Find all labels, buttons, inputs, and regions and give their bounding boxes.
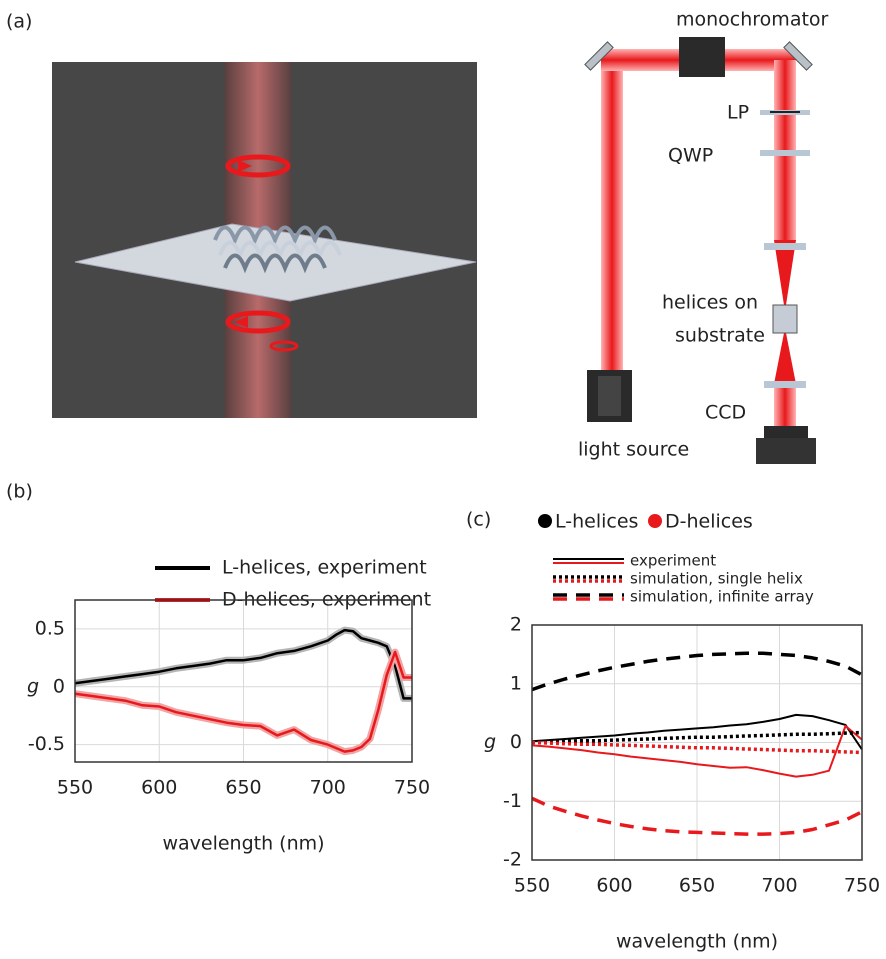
- legend-label: simulation, infinite array: [630, 588, 814, 606]
- setup-label: QWP: [668, 145, 713, 167]
- x-tick-label: 750: [394, 777, 430, 799]
- setup-label: substrate: [675, 325, 765, 347]
- y-tick-label: 1: [510, 672, 522, 694]
- x-axis-label: wavelength (nm): [616, 931, 778, 953]
- y-axis-label: g: [27, 675, 39, 697]
- setup-label: light source: [578, 439, 689, 461]
- legend-marker: [648, 514, 662, 528]
- legend-marker: [538, 514, 552, 528]
- x-tick-label: 700: [761, 875, 797, 897]
- legend-label: simulation, single helix: [630, 570, 803, 588]
- optical-setup: [585, 37, 816, 464]
- x-tick-label: 600: [141, 777, 177, 799]
- x-tick-label: 700: [310, 777, 346, 799]
- setup-label: CCD: [705, 402, 746, 424]
- y-axis-label: g: [484, 731, 496, 753]
- y-tick-label: 0: [53, 675, 65, 697]
- x-axis-label: wavelength (nm): [162, 833, 324, 855]
- setup-label: helices on: [662, 292, 758, 314]
- y-tick-label: 2: [510, 614, 522, 636]
- setup-label: LP: [727, 102, 749, 124]
- panel-label: (b): [6, 481, 33, 503]
- x-tick-label: 600: [596, 875, 632, 897]
- setup-label: monochromator: [676, 9, 829, 31]
- figure: (a): [0, 0, 886, 959]
- y-tick-label: -1: [503, 790, 522, 812]
- y-tick-label: -2: [503, 849, 522, 871]
- legend-label: L-helices, experiment: [222, 557, 427, 579]
- y-tick-label: 0: [510, 731, 522, 753]
- y-tick-label: 0.5: [35, 617, 65, 639]
- x-tick-label: 550: [514, 875, 550, 897]
- legend-label: D-helices: [665, 511, 753, 533]
- y-tick-label: -0.5: [28, 733, 65, 755]
- render-illustration: [52, 62, 477, 418]
- legend-label: L-helices: [555, 511, 638, 533]
- legend-label: experiment: [630, 552, 716, 570]
- x-tick-label: 650: [225, 777, 261, 799]
- x-tick-label: 750: [844, 875, 880, 897]
- x-tick-label: 550: [57, 777, 93, 799]
- panel-label: (a): [6, 11, 32, 33]
- x-tick-label: 650: [679, 875, 715, 897]
- panel-label: (c): [466, 509, 491, 531]
